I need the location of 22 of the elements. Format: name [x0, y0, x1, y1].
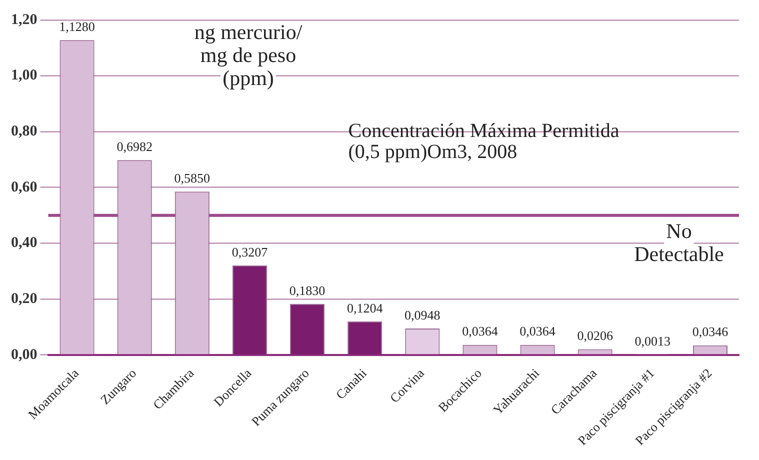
data-label: 0,0346 — [692, 324, 729, 340]
data-label: 0,6982 — [116, 139, 152, 154]
data-label: 1,1280 — [59, 19, 95, 34]
data-label: 0,1830 — [289, 282, 326, 298]
y-tick-label: 0,80 — [11, 124, 38, 140]
y-tick-label: 0,20 — [11, 291, 38, 308]
data-label: 0,0948 — [404, 307, 440, 322]
data-label: 0,0364 — [462, 324, 498, 339]
y-tick-label: 0,00 — [11, 346, 38, 363]
y-tick-label: 0,40 — [11, 235, 38, 252]
data-label: 0,0013 — [634, 334, 671, 349]
data-label: 0,0206 — [577, 328, 614, 344]
y-tick-label: 1,20 — [11, 12, 38, 28]
data-label: 0,0364 — [520, 324, 556, 339]
data-label: 0,3207 — [232, 244, 268, 260]
y-tick-label: 0,60 — [11, 179, 38, 196]
annotation: ng mercurio/ mg de peso (ppm) — [194, 20, 302, 90]
y-tick-label: 1,00 — [11, 68, 38, 84]
ref-line-label: Concentración Máxima Permitida (0,5 ppm)Om3, 2008 — [348, 120, 620, 163]
data-label: 0,1204 — [346, 300, 384, 316]
annotation: No Detectable — [634, 219, 724, 266]
data-label: 0,5850 — [174, 170, 210, 186]
